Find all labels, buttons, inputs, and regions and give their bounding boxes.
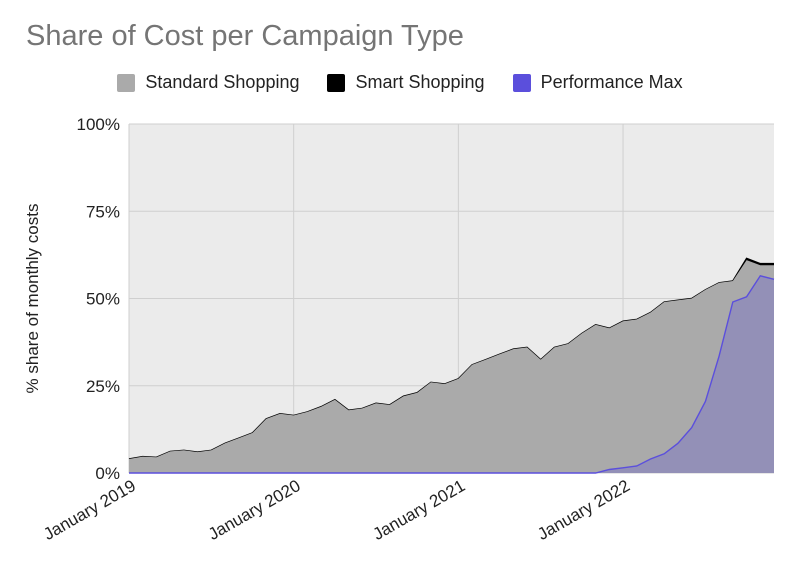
y-axis-ticks: 0% 25% 50% 75% 100% (77, 115, 120, 483)
y-tick-label: 100% (77, 115, 120, 134)
x-axis-ticks: January 2019 January 2020 January 2021 Janu… (40, 476, 633, 544)
legend-swatch-standard-shopping (117, 73, 136, 92)
line-performance-max (129, 274, 775, 474)
legend-label-performance-max: Performance Max (540, 72, 683, 92)
y-tick-label: 75% (86, 202, 120, 221)
legend-item-standard-shopping[interactable]: Standard Shopping (117, 72, 299, 93)
area-standard-shopping (129, 260, 774, 473)
y-tick-label: 0% (95, 464, 120, 483)
chart-legend: Standard Shopping Smart Shopping Perform… (0, 72, 800, 93)
x-tick-label: January 2020 (205, 476, 304, 544)
legend-label-standard-shopping: Standard Shopping (145, 72, 300, 92)
y-tick-label: 50% (86, 290, 120, 309)
legend-item-performance-max[interactable]: Performance Max (512, 72, 683, 93)
legend-swatch-smart-shopping (327, 73, 346, 92)
legend-label-smart-shopping: Smart Shopping (355, 72, 485, 92)
area-performance-max (129, 275, 774, 473)
legend-item-smart-shopping[interactable]: Smart Shopping (327, 72, 485, 93)
x-tick-label: January 2022 (534, 476, 633, 544)
series-areas (128, 257, 775, 474)
y-tick-label: 25% (86, 377, 120, 396)
y-axis-label: % share of monthly costs (23, 204, 42, 394)
legend-swatch-performance-max (512, 73, 531, 92)
x-tick-label: January 2021 (370, 476, 469, 544)
chart-title: Share of Cost per Campaign Type (26, 20, 464, 52)
x-tick-label: January 2019 (40, 476, 139, 544)
